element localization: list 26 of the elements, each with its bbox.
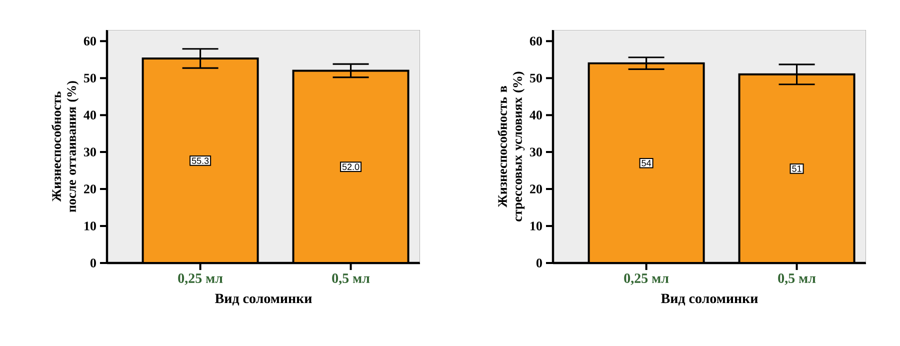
x-tick-label: 0,5 мл (332, 274, 370, 286)
data-label: 52.0 (342, 164, 360, 170)
x-axis-title: Вид соломинки (215, 294, 312, 306)
data-label: 55.3 (192, 158, 209, 164)
y-tick-label: 50 (530, 74, 542, 82)
x-tick-label: 0,25 мл (178, 274, 223, 286)
y-tick-label: 0 (90, 258, 96, 268)
data-label: 54 (642, 160, 652, 166)
y-tick-label: 40 (530, 110, 542, 120)
data-label: 51 (792, 166, 802, 172)
y-axis-title: Жизнеспособность в стрессовых условиях (%) (498, 72, 525, 222)
y-tick-label: 40 (84, 110, 96, 120)
y-tick-label: 60 (530, 36, 542, 46)
y-tick-label: 50 (84, 74, 96, 82)
y-tick-label: 0 (536, 258, 542, 268)
y-tick-label: 30 (84, 148, 96, 156)
x-tick-label: 0,25 мл (624, 274, 669, 286)
y-tick-label: 20 (84, 184, 96, 194)
x-axis-title: Вид соломинки (661, 294, 758, 306)
y-tick-label: 10 (530, 222, 542, 230)
y-axis-title: Жизнеспособность после оттаивания (%) (52, 81, 79, 212)
y-tick-label: 60 (84, 36, 96, 46)
y-tick-label: 10 (84, 222, 96, 230)
y-tick-label: 20 (530, 184, 542, 194)
y-tick-label: 30 (530, 148, 542, 156)
x-tick-label: 0,5 мл (778, 274, 816, 286)
